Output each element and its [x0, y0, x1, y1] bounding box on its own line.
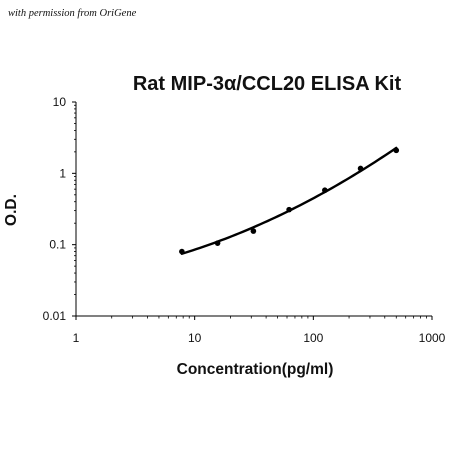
- axes: [75, 102, 432, 317]
- data-point: [322, 187, 328, 194]
- y-tick-label: 0.1: [49, 238, 66, 252]
- y-axis-label: O.D.: [3, 194, 20, 226]
- data-point: [250, 228, 257, 234]
- y-tick-label: 10: [53, 95, 67, 109]
- y-tick-label: 0.01: [43, 309, 67, 323]
- data-point: [179, 248, 185, 255]
- data-points: [179, 147, 400, 255]
- data-point: [393, 147, 400, 154]
- x-tick-label: 10: [188, 331, 202, 345]
- ticks: 0.01 0.1 1 10 1 10 100 1000: [43, 95, 446, 345]
- data-point: [357, 165, 364, 172]
- fit-curve-group: [180, 146, 398, 255]
- y-tick-label: 1: [59, 166, 66, 180]
- permission-note: with permission from OriGene: [8, 8, 137, 19]
- x-tick-label: 1: [73, 331, 80, 345]
- fit-curve: [180, 146, 398, 255]
- x-axis-label: Concentration(pg/ml): [177, 361, 334, 378]
- data-point: [214, 240, 221, 246]
- x-tick-label: 100: [303, 331, 323, 345]
- x-tick-label: 1000: [419, 331, 446, 345]
- data-point: [286, 206, 292, 213]
- chart-title: Rat MIP-3α/CCL20 ELISA Kit: [133, 73, 402, 95]
